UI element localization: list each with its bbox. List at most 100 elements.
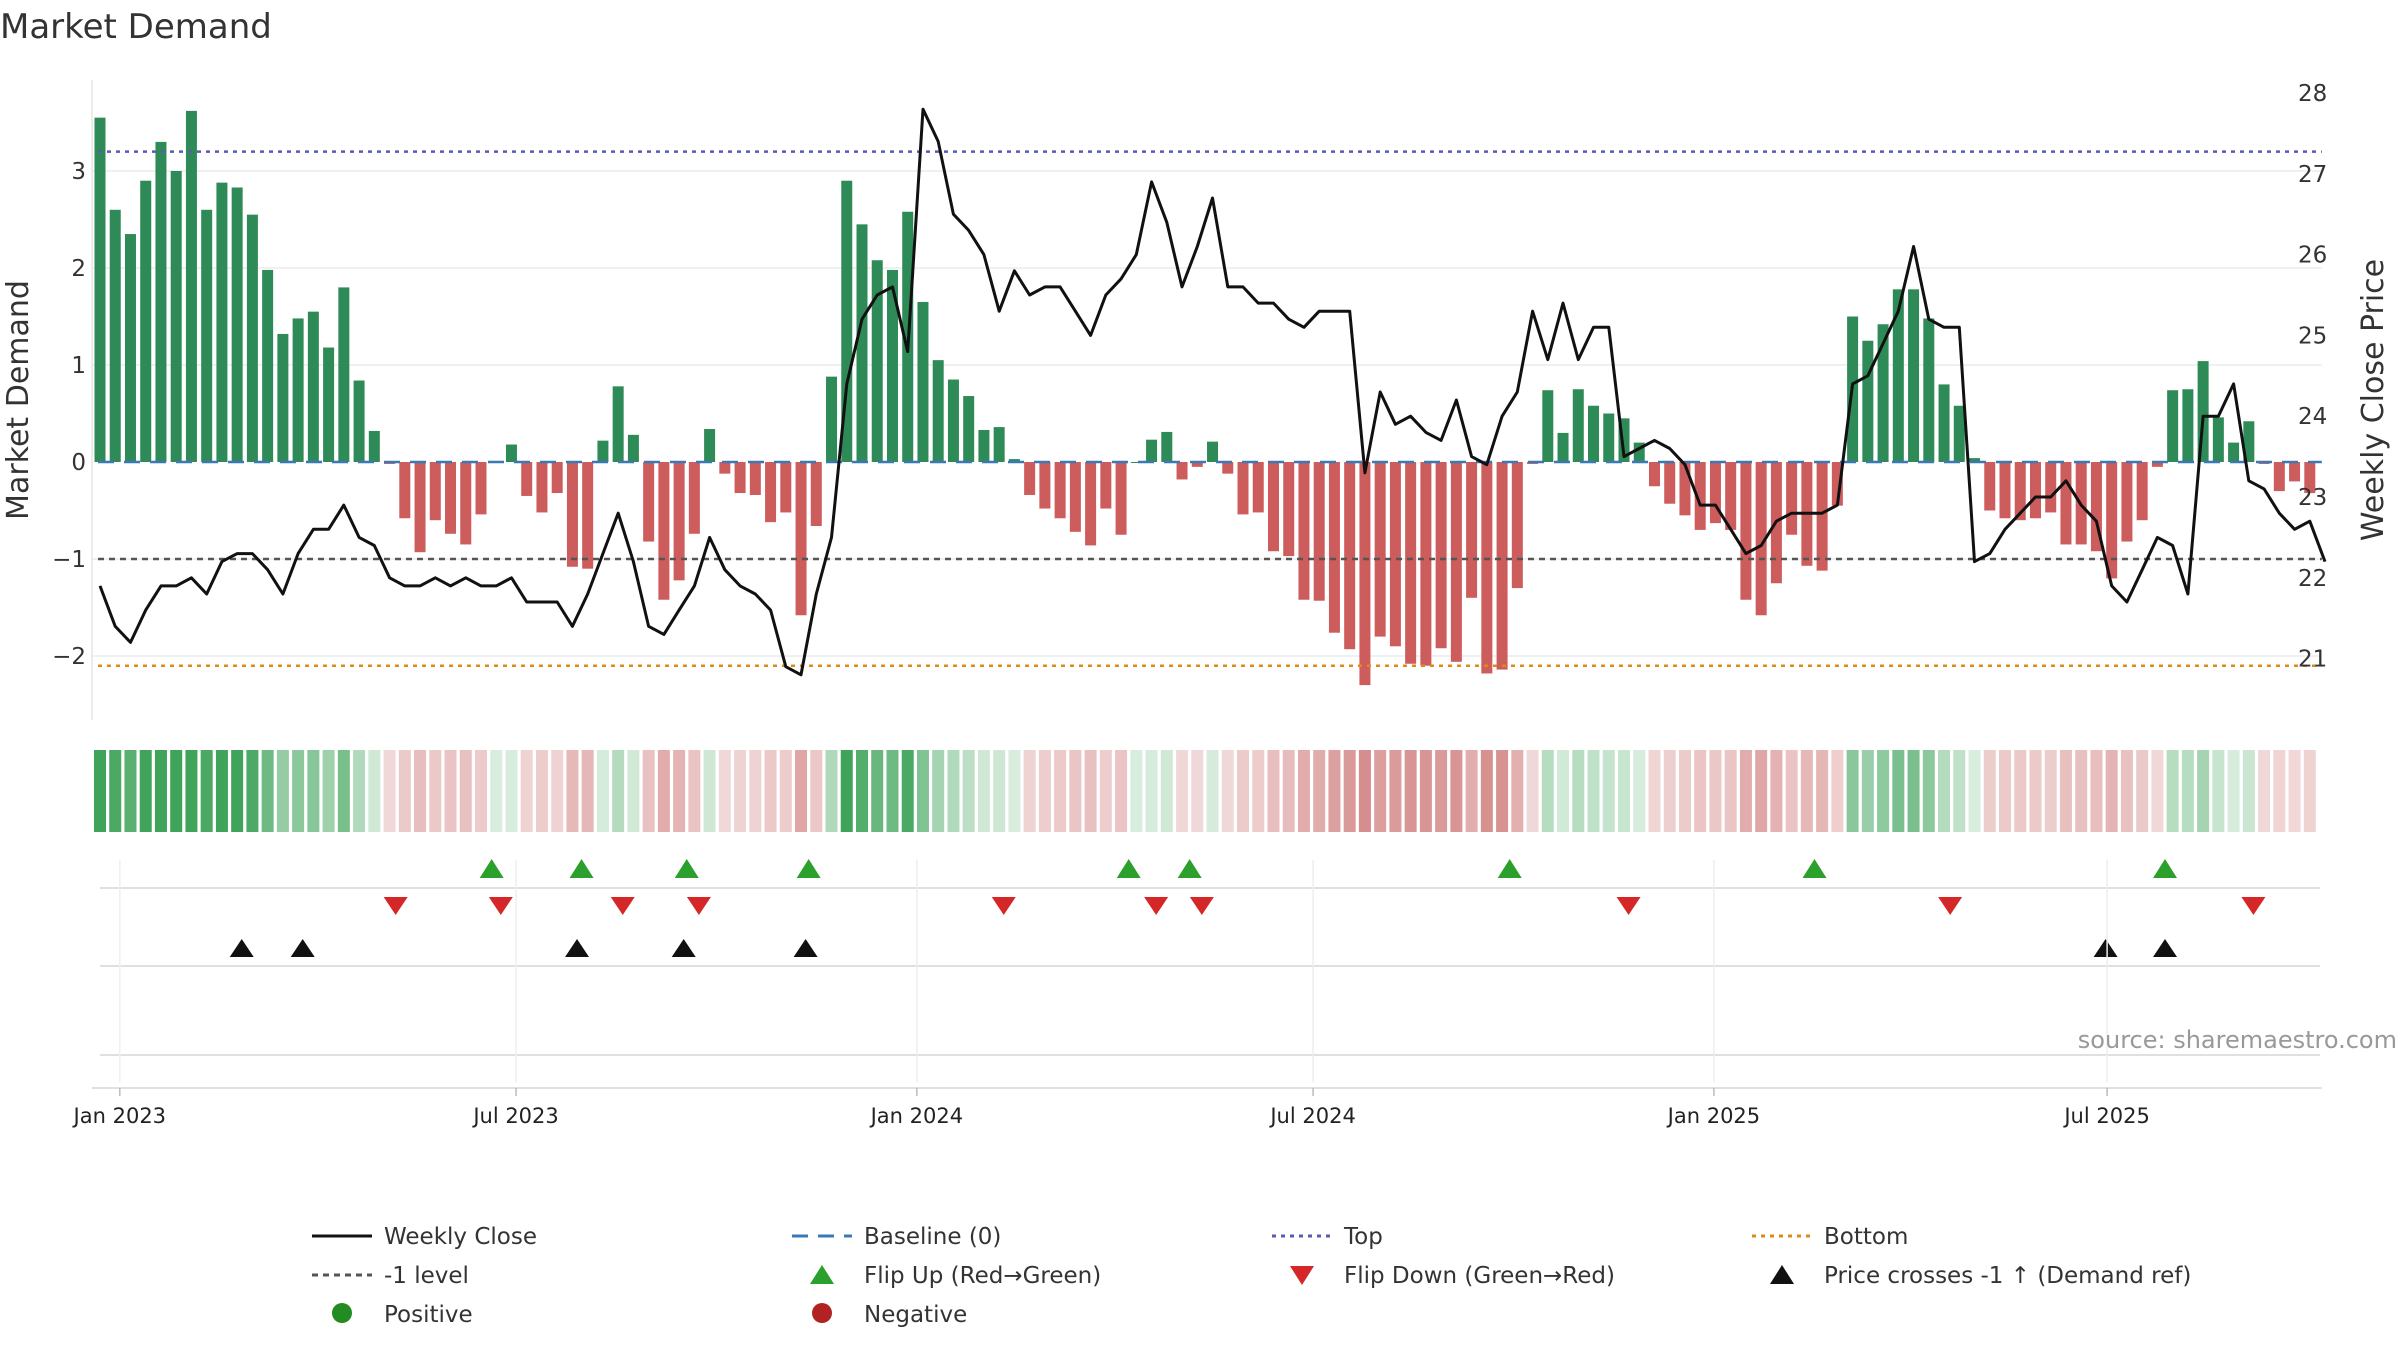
demand-bar [460, 462, 472, 545]
strip-cell [2044, 750, 2057, 832]
demand-bar [1176, 462, 1188, 480]
strip-cell [1160, 750, 1173, 832]
strip-cell [1511, 750, 1524, 832]
cross-marker [793, 939, 818, 957]
demand-bar [1572, 389, 1584, 462]
strip-cell [1755, 750, 1768, 832]
flip-markers-panel [383, 859, 2266, 915]
demand-bar [597, 440, 609, 462]
demand-bar [338, 287, 350, 462]
flip-down-marker [686, 897, 711, 915]
strip-cell [307, 750, 320, 832]
strip-cell [139, 750, 152, 832]
legend-flip-up-icon [810, 1265, 834, 1284]
right-tick-label: 24 [2298, 404, 2327, 430]
demand-bar [140, 180, 152, 462]
strip-cell [353, 750, 366, 832]
left-tick-label: 2 [71, 256, 86, 282]
strip-cell [170, 750, 183, 832]
legend-cross: Price crosses -1 ↑ (Demand ref) [1770, 1263, 2191, 1289]
demand-bar [353, 380, 365, 462]
flip-down-marker [1189, 897, 1214, 915]
strip-cell [1480, 750, 1493, 832]
demand-bar [2228, 442, 2240, 462]
demand-bar [277, 333, 289, 462]
demand-bar [1085, 462, 1097, 546]
demand-bar [2197, 361, 2209, 462]
strip-cell [1846, 750, 1859, 832]
demand-bar [2167, 390, 2179, 462]
left-tick-label: −1 [52, 547, 86, 573]
strip-cell [1450, 750, 1463, 832]
strip-cell [1770, 750, 1783, 832]
demand-bar [1892, 289, 1904, 462]
legend-minus-one-label: -1 level [384, 1263, 469, 1289]
demand-bar [2136, 462, 2148, 521]
demand-bar [1740, 462, 1752, 600]
strip-cell [795, 750, 808, 832]
demand-bar [1511, 462, 1523, 589]
strip-cell [1221, 750, 1234, 832]
legend-weekly-close: Weekly Close [312, 1224, 537, 1250]
strip-cell [94, 750, 106, 832]
strip-cell [246, 750, 259, 832]
demand-bar [1146, 439, 1158, 462]
flip-up-marker [1177, 859, 1202, 878]
demand-bar [1283, 462, 1295, 557]
demand-bar [1908, 289, 1920, 462]
demand-bar [810, 462, 822, 527]
demand-bar [94, 117, 106, 463]
right-tick-label: 21 [2298, 647, 2327, 673]
strip-cell [1557, 750, 1570, 832]
legend-negative: Negative [812, 1302, 967, 1328]
demand-bar [1603, 413, 1615, 462]
strip-cell [1358, 750, 1371, 832]
strip-cell [901, 750, 914, 832]
strip-cell [1816, 750, 1829, 832]
strip-cell [2075, 750, 2088, 832]
strip-cell [1054, 750, 1067, 832]
strip-cell [1267, 750, 1280, 832]
strip-cell [505, 750, 518, 832]
strip-cell [1892, 750, 1905, 832]
strip-cell [2014, 750, 2027, 832]
left-axis-label: Market Demand [1, 280, 36, 520]
demand-bar [2029, 462, 2041, 519]
demand-bar [1252, 462, 1264, 513]
right-axis-label: Weekly Close Price [2356, 259, 2391, 541]
demand-bar [1435, 462, 1447, 649]
strip-cell [322, 750, 335, 832]
demand-bar [1344, 462, 1356, 650]
weekly-close-line [98, 107, 2327, 677]
demand-bar [521, 462, 533, 496]
strip-cell [1861, 750, 1874, 832]
demand-bar [292, 318, 304, 462]
strip-cell [1739, 750, 1752, 832]
strip-cell [459, 750, 472, 832]
strip-cell [414, 750, 427, 832]
strip-cell [2059, 750, 2072, 832]
strip-cell [398, 750, 411, 832]
flip-down-marker [1938, 897, 1963, 915]
demand-bar [566, 462, 578, 567]
strip-cell [2227, 750, 2240, 832]
strip-cell [2105, 750, 2118, 832]
left-tick-label: −2 [52, 644, 86, 670]
strip-cell [993, 750, 1006, 832]
demand-bar [780, 462, 792, 513]
demand-bar [1755, 462, 1767, 616]
strip-cell [185, 750, 198, 832]
demand-bar [947, 379, 959, 462]
right-tick-label: 28 [2298, 81, 2327, 107]
chart-title: Market Demand [0, 7, 272, 47]
x-tick-label: Jan 2025 [1666, 1104, 1761, 1128]
reference-lines [98, 150, 2322, 667]
demand-bar [1222, 462, 1234, 474]
demand-bar [1618, 418, 1630, 462]
cross-marker [2093, 939, 2118, 957]
strip-cell [1602, 750, 1615, 832]
right-tick-label: 23 [2298, 485, 2327, 511]
strip-cell [1938, 750, 1951, 832]
strip-cell [1023, 750, 1036, 832]
legend-baseline-label: Baseline (0) [864, 1224, 1001, 1250]
